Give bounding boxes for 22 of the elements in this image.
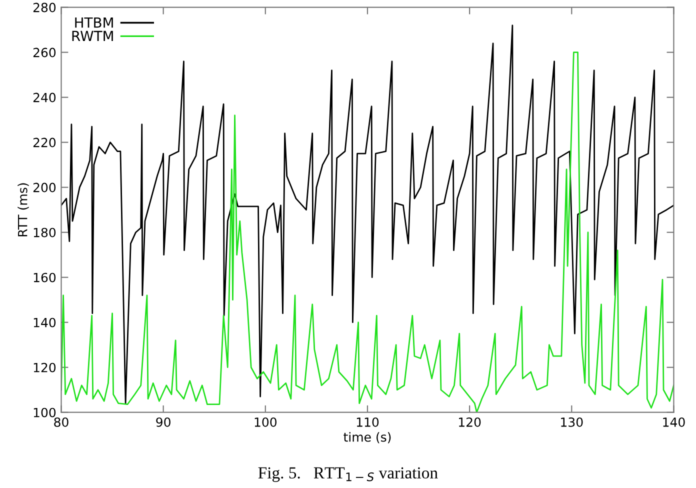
y-tick-label: 140 xyxy=(34,318,56,328)
legend-label: RWTM xyxy=(72,30,113,42)
x-tick-label: 130 xyxy=(561,417,583,427)
y-tick-label: 220 xyxy=(33,138,56,148)
x-tick-label: 80 xyxy=(54,417,68,427)
caption: Fig. 5. RTT$_{1−S}$ variation xyxy=(258,467,438,482)
y-tick-label: 160 xyxy=(34,272,56,282)
y-tick-label: 200 xyxy=(33,182,56,192)
y-tick-label: 120 xyxy=(34,362,56,372)
x-tick-label: 100 xyxy=(254,417,277,427)
legend-label: HTBM xyxy=(75,17,113,28)
y-tick-label: 280 xyxy=(33,2,56,12)
y-tick-label: 260 xyxy=(33,48,56,58)
y-tick-label: 240 xyxy=(33,92,56,102)
y-tick-label: 100 xyxy=(34,408,56,418)
x-tick-label: 140 xyxy=(663,417,685,427)
x-tick-label: 110 xyxy=(356,417,379,427)
x-tick-label: 120 xyxy=(459,417,481,427)
x-axis-title: time (s) xyxy=(344,432,391,444)
x-tick-label: 90 xyxy=(156,417,170,427)
y-axis-title: RTT (ms) xyxy=(18,183,29,236)
y-tick-label: 180 xyxy=(34,228,56,238)
